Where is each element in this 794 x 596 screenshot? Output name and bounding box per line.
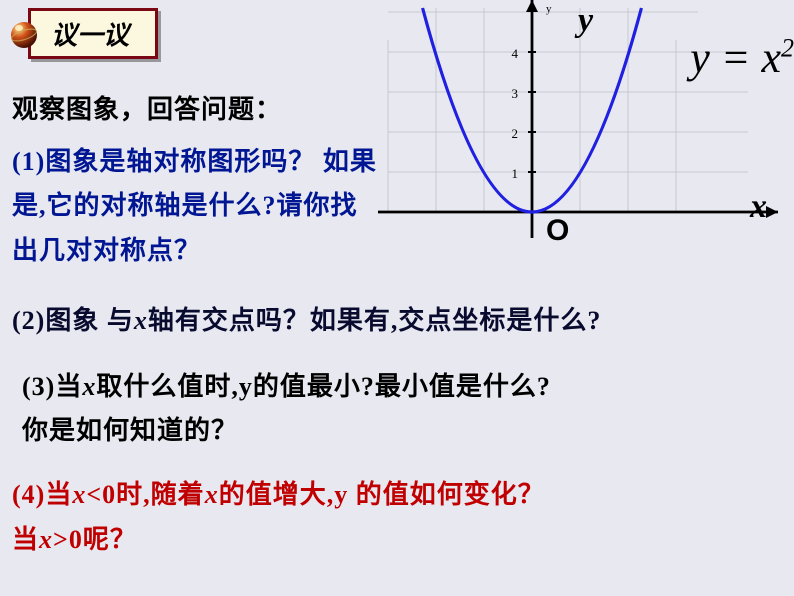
svg-text:4: 4	[512, 46, 519, 61]
q2-num: (2)	[12, 306, 45, 335]
sphere-icon	[8, 18, 40, 50]
discuss-badge: 议一议	[8, 8, 158, 59]
q4-num: (4)	[12, 480, 45, 509]
question-1: (1)图象是轴对称图形吗？ 如果是,它的对称轴是什么?请你找出几对对称点？	[12, 140, 382, 273]
question-2: (2)图象 与x轴有交点吗？如果有,交点坐标是什么?	[12, 299, 782, 343]
q3-num: (3)	[22, 372, 55, 401]
question-4: (4)当x<0时,随着x的值增大,y 的值如何变化？ 当x>0呢？	[12, 473, 782, 561]
svg-text:y: y	[546, 3, 552, 15]
equation: y = x2	[690, 32, 794, 83]
y-axis-label: y	[578, 2, 593, 40]
q1-num: (1)	[12, 147, 45, 176]
badge-label: 议一议	[28, 8, 158, 59]
question-3: (3)当x取什么值时,y的值最小?最小值是什么? 你是如何知道的？	[22, 365, 782, 453]
intro-text: 观察图象，回答问题：	[12, 88, 382, 132]
content-area: 观察图象，回答问题： (1)图象是轴对称图形吗？ 如果是,它的对称轴是什么?请你…	[12, 88, 782, 562]
